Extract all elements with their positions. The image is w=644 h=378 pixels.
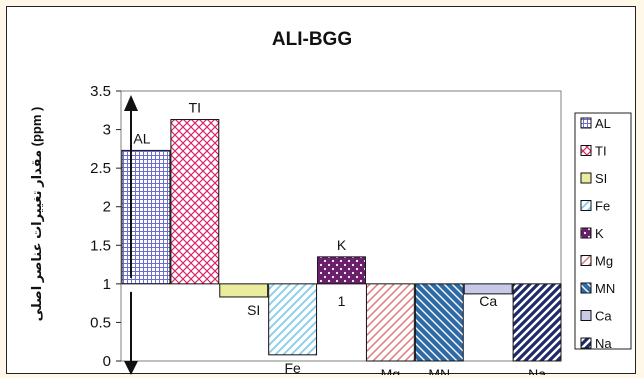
scale-arrows: [124, 95, 138, 375]
y-tick-label: 2: [103, 199, 111, 216]
legend-label-k: K: [595, 226, 604, 241]
legend-swatch-ti: [580, 145, 592, 156]
legend-swatch-mn: [580, 282, 592, 294]
bar-mg: [365, 283, 415, 362]
legend: AL TI SI Fe K Mg MN Ca Na: [574, 112, 632, 351]
bar-label-mn: MN: [428, 366, 450, 375]
bar-label-na: Na: [528, 366, 546, 375]
legend-swatch-fe: [580, 200, 592, 211]
chart-title: ALI-BGG: [272, 29, 352, 50]
legend-label-mn: MN: [595, 281, 615, 296]
bar-k: [317, 256, 366, 285]
legend-label-si: SI: [595, 171, 607, 186]
legend-label-ca: Ca: [595, 309, 612, 324]
up-arrow-head: [124, 95, 138, 111]
bar-label-mg: Mg: [381, 366, 400, 375]
y-tick-label: 0: [103, 353, 111, 370]
chart-svg: ALI-BGG مقدار تغییرات عناصر اصلی (ppm ) …: [29, 29, 632, 375]
bar-si: [219, 283, 269, 298]
legend-label-al: AL: [595, 116, 611, 131]
y-tick-label: 0.5: [90, 314, 111, 331]
legend-swatch-si: [580, 172, 592, 184]
annotation-one: 1: [338, 293, 346, 309]
legend-swatch-ca: [580, 310, 592, 321]
y-axis-label: مقدار تغییرات عناصر اصلی (ppm ): [29, 107, 44, 322]
bar-ti: [170, 119, 220, 285]
bar-ca: [463, 283, 513, 295]
y-tick-label: 1: [103, 276, 111, 293]
down-arrow-head: [124, 361, 138, 375]
legend-label-na: Na: [595, 336, 612, 351]
legend-swatch-na: [580, 337, 592, 349]
chart-frame: ALI-BGG مقدار تغییرات عناصر اصلی (ppm ) …: [6, 6, 636, 375]
bar-na: [512, 283, 562, 362]
bar-label-ti: TI: [189, 100, 201, 116]
legend-swatch-mg: [580, 255, 592, 266]
legend-label-fe: Fe: [595, 199, 610, 214]
bar-label-k: K: [337, 237, 347, 253]
y-tick-label: 3: [103, 122, 111, 139]
bar-fe: [268, 283, 318, 356]
bar-label-fe: Fe: [284, 360, 301, 375]
y-tick-label: 1.5: [90, 237, 111, 254]
legend-swatch-al: [580, 117, 592, 129]
bar-al: [121, 149, 171, 285]
bar-label-al: AL: [133, 130, 150, 146]
y-tick-label: 3.5: [90, 83, 111, 100]
legend-label-ti: TI: [595, 144, 607, 159]
bar-mn: [414, 283, 464, 362]
bar-label-si: SI: [247, 302, 260, 318]
bar-label-ca: Ca: [479, 293, 497, 309]
legend-label-mg: Mg: [595, 254, 613, 269]
legend-swatch-k: [580, 227, 592, 239]
y-tick-label: 2.5: [90, 160, 111, 177]
